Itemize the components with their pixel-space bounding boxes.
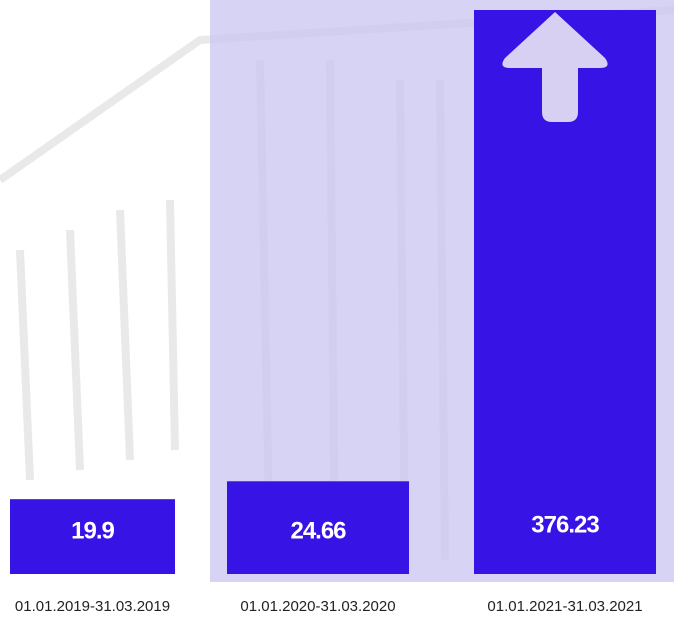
bar [10,499,175,574]
overflow-arrow [502,12,608,122]
value-label: 19.9 [71,517,114,544]
value-label: 376.23 [531,511,599,538]
x-tick-label: 01.01.2020-31.03.2020 [240,598,395,615]
bar [227,481,409,574]
x-tick-label: 01.01.2019-31.03.2019 [15,598,170,615]
value-label: 24.66 [290,517,346,544]
x-tick-label: 01.01.2021-31.03.2021 [487,598,642,615]
